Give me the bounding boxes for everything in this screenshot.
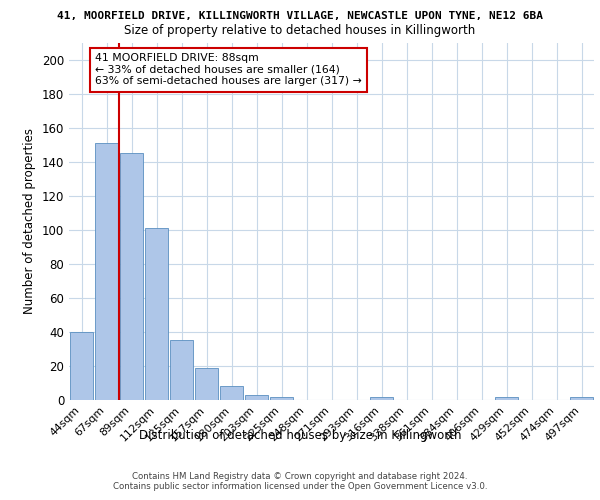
Text: Contains HM Land Registry data © Crown copyright and database right 2024.: Contains HM Land Registry data © Crown c… <box>132 472 468 481</box>
Text: 41, MOORFIELD DRIVE, KILLINGWORTH VILLAGE, NEWCASTLE UPON TYNE, NE12 6BA: 41, MOORFIELD DRIVE, KILLINGWORTH VILLAG… <box>57 11 543 21</box>
Bar <box>70 332 93 400</box>
Text: Contains public sector information licensed under the Open Government Licence v3: Contains public sector information licen… <box>113 482 487 491</box>
Y-axis label: Number of detached properties: Number of detached properties <box>23 128 36 314</box>
Bar <box>195 368 218 400</box>
Bar <box>245 395 268 400</box>
Bar <box>120 153 143 400</box>
Text: Distribution of detached houses by size in Killingworth: Distribution of detached houses by size … <box>139 430 461 442</box>
Text: Size of property relative to detached houses in Killingworth: Size of property relative to detached ho… <box>124 24 476 37</box>
Bar <box>570 396 593 400</box>
Bar <box>270 396 293 400</box>
Bar <box>495 396 518 400</box>
Bar <box>170 340 193 400</box>
Bar <box>370 396 393 400</box>
Text: 41 MOORFIELD DRIVE: 88sqm
← 33% of detached houses are smaller (164)
63% of semi: 41 MOORFIELD DRIVE: 88sqm ← 33% of detac… <box>95 53 362 86</box>
Bar <box>95 143 118 400</box>
Bar <box>220 386 243 400</box>
Bar <box>145 228 168 400</box>
